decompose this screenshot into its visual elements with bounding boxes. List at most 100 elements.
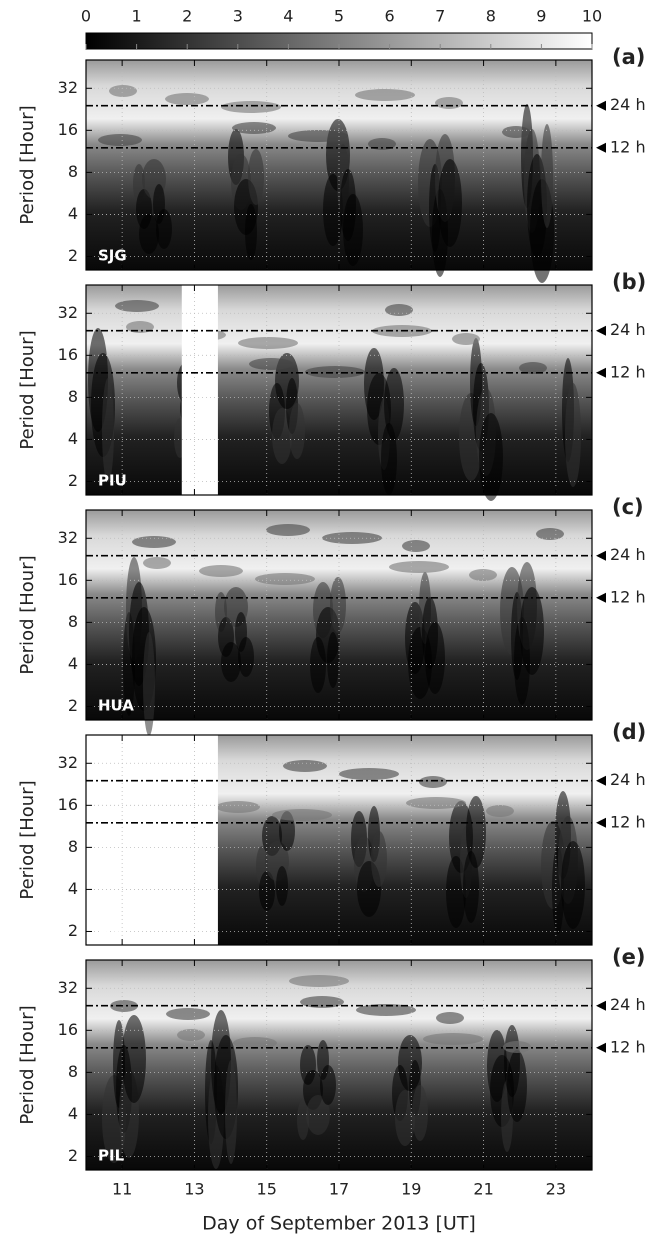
texture: [423, 1033, 483, 1045]
reference-marker: [596, 592, 606, 603]
plot-frame: [85, 959, 593, 1171]
texture: [519, 362, 547, 374]
texture: [143, 557, 171, 569]
y-tick-label: 4: [68, 204, 78, 223]
texture: [565, 383, 581, 487]
x-tick-label: 11: [112, 1180, 132, 1199]
y-tick-label: 4: [68, 654, 78, 673]
texture: [221, 101, 281, 113]
texture: [266, 524, 310, 536]
panel-label: (d): [612, 720, 646, 744]
y-axis-label: Period [Hour]: [17, 780, 38, 899]
reference-label: 24 h: [610, 995, 646, 1014]
texture: [320, 1065, 336, 1105]
texture: [339, 768, 399, 780]
texture: [288, 130, 348, 142]
reference-marker: [596, 1000, 606, 1011]
reference-marker: [596, 550, 606, 561]
reference-label: 24 h: [610, 320, 646, 339]
texture: [389, 561, 449, 573]
texture: [139, 214, 159, 254]
texture: [406, 797, 466, 809]
y-tick-label: 8: [68, 387, 78, 406]
reference-label: 24 h: [610, 545, 646, 564]
y-tick-label: 8: [68, 1062, 78, 1081]
reference-marker: [596, 1042, 606, 1053]
y-tick-label: 4: [68, 429, 78, 448]
texture: [469, 569, 497, 581]
y-tick-label: 2: [68, 1146, 78, 1165]
y-tick-label: 16: [58, 570, 78, 589]
texture: [385, 304, 413, 316]
panel-label: (c): [612, 495, 644, 519]
plot-frame: [85, 509, 593, 721]
x-tick-label: 15: [257, 1180, 277, 1199]
texture: [272, 408, 292, 464]
texture: [541, 124, 553, 228]
texture: [143, 632, 155, 736]
texture: [297, 1100, 309, 1140]
y-axis-label: Period [Hour]: [17, 1005, 38, 1124]
texture: [165, 93, 209, 105]
texture: [115, 300, 159, 312]
plot-frame: [85, 59, 593, 271]
texture: [466, 796, 486, 868]
reference-label: 12 h: [610, 812, 646, 831]
texture: [371, 831, 387, 887]
texture: [245, 204, 257, 260]
reference-label: 24 h: [610, 95, 646, 114]
texture: [322, 532, 382, 544]
colorbar-tick-label: 3: [233, 7, 243, 26]
texture: [216, 801, 260, 813]
x-axis-label: Day of September 2013 [UT]: [202, 1213, 476, 1235]
texture: [238, 337, 298, 349]
y-tick-label: 32: [58, 78, 78, 97]
colorbar-tick-label: 8: [486, 7, 496, 26]
y-tick-label: 2: [68, 696, 78, 715]
texture: [419, 776, 447, 788]
reference-marker: [596, 367, 606, 378]
texture: [98, 134, 142, 146]
x-tick-label: 19: [401, 1180, 421, 1199]
texture: [561, 841, 585, 929]
texture: [306, 1095, 330, 1135]
texture: [502, 126, 530, 138]
texture: [255, 573, 315, 585]
texture: [238, 637, 254, 677]
x-tick-label: 21: [473, 1180, 493, 1199]
texture: [156, 209, 172, 249]
texture: [479, 413, 503, 501]
texture: [425, 622, 445, 694]
texture: [452, 333, 480, 345]
y-tick-label: 16: [58, 120, 78, 139]
texture: [507, 1050, 527, 1122]
texture: [289, 975, 349, 987]
colorbar-tick-label: 4: [283, 7, 293, 26]
colorbar-tick-label: 2: [182, 7, 192, 26]
y-tick-label: 16: [58, 1020, 78, 1039]
texture: [355, 89, 415, 101]
y-axis-label: Period [Hour]: [17, 330, 38, 449]
reference-label: 12 h: [610, 362, 646, 381]
colorbar-tick-label: 7: [435, 7, 445, 26]
reference-marker: [596, 142, 606, 153]
texture: [486, 805, 514, 817]
colorbar-tick-label: 1: [132, 7, 142, 26]
texture: [356, 1004, 416, 1016]
texture: [463, 851, 479, 923]
x-tick-label: 23: [546, 1180, 566, 1199]
y-tick-label: 2: [68, 246, 78, 265]
y-tick-label: 8: [68, 837, 78, 856]
station-label: SJG: [98, 247, 127, 265]
texture: [221, 642, 241, 682]
y-tick-label: 4: [68, 1104, 78, 1123]
reference-marker: [596, 325, 606, 336]
reference-marker: [596, 817, 606, 828]
texture: [199, 565, 243, 577]
data-gap: [181, 285, 218, 495]
y-tick-label: 4: [68, 879, 78, 898]
texture: [110, 1000, 138, 1012]
y-tick-label: 2: [68, 471, 78, 490]
station-label: PIU: [98, 472, 127, 490]
